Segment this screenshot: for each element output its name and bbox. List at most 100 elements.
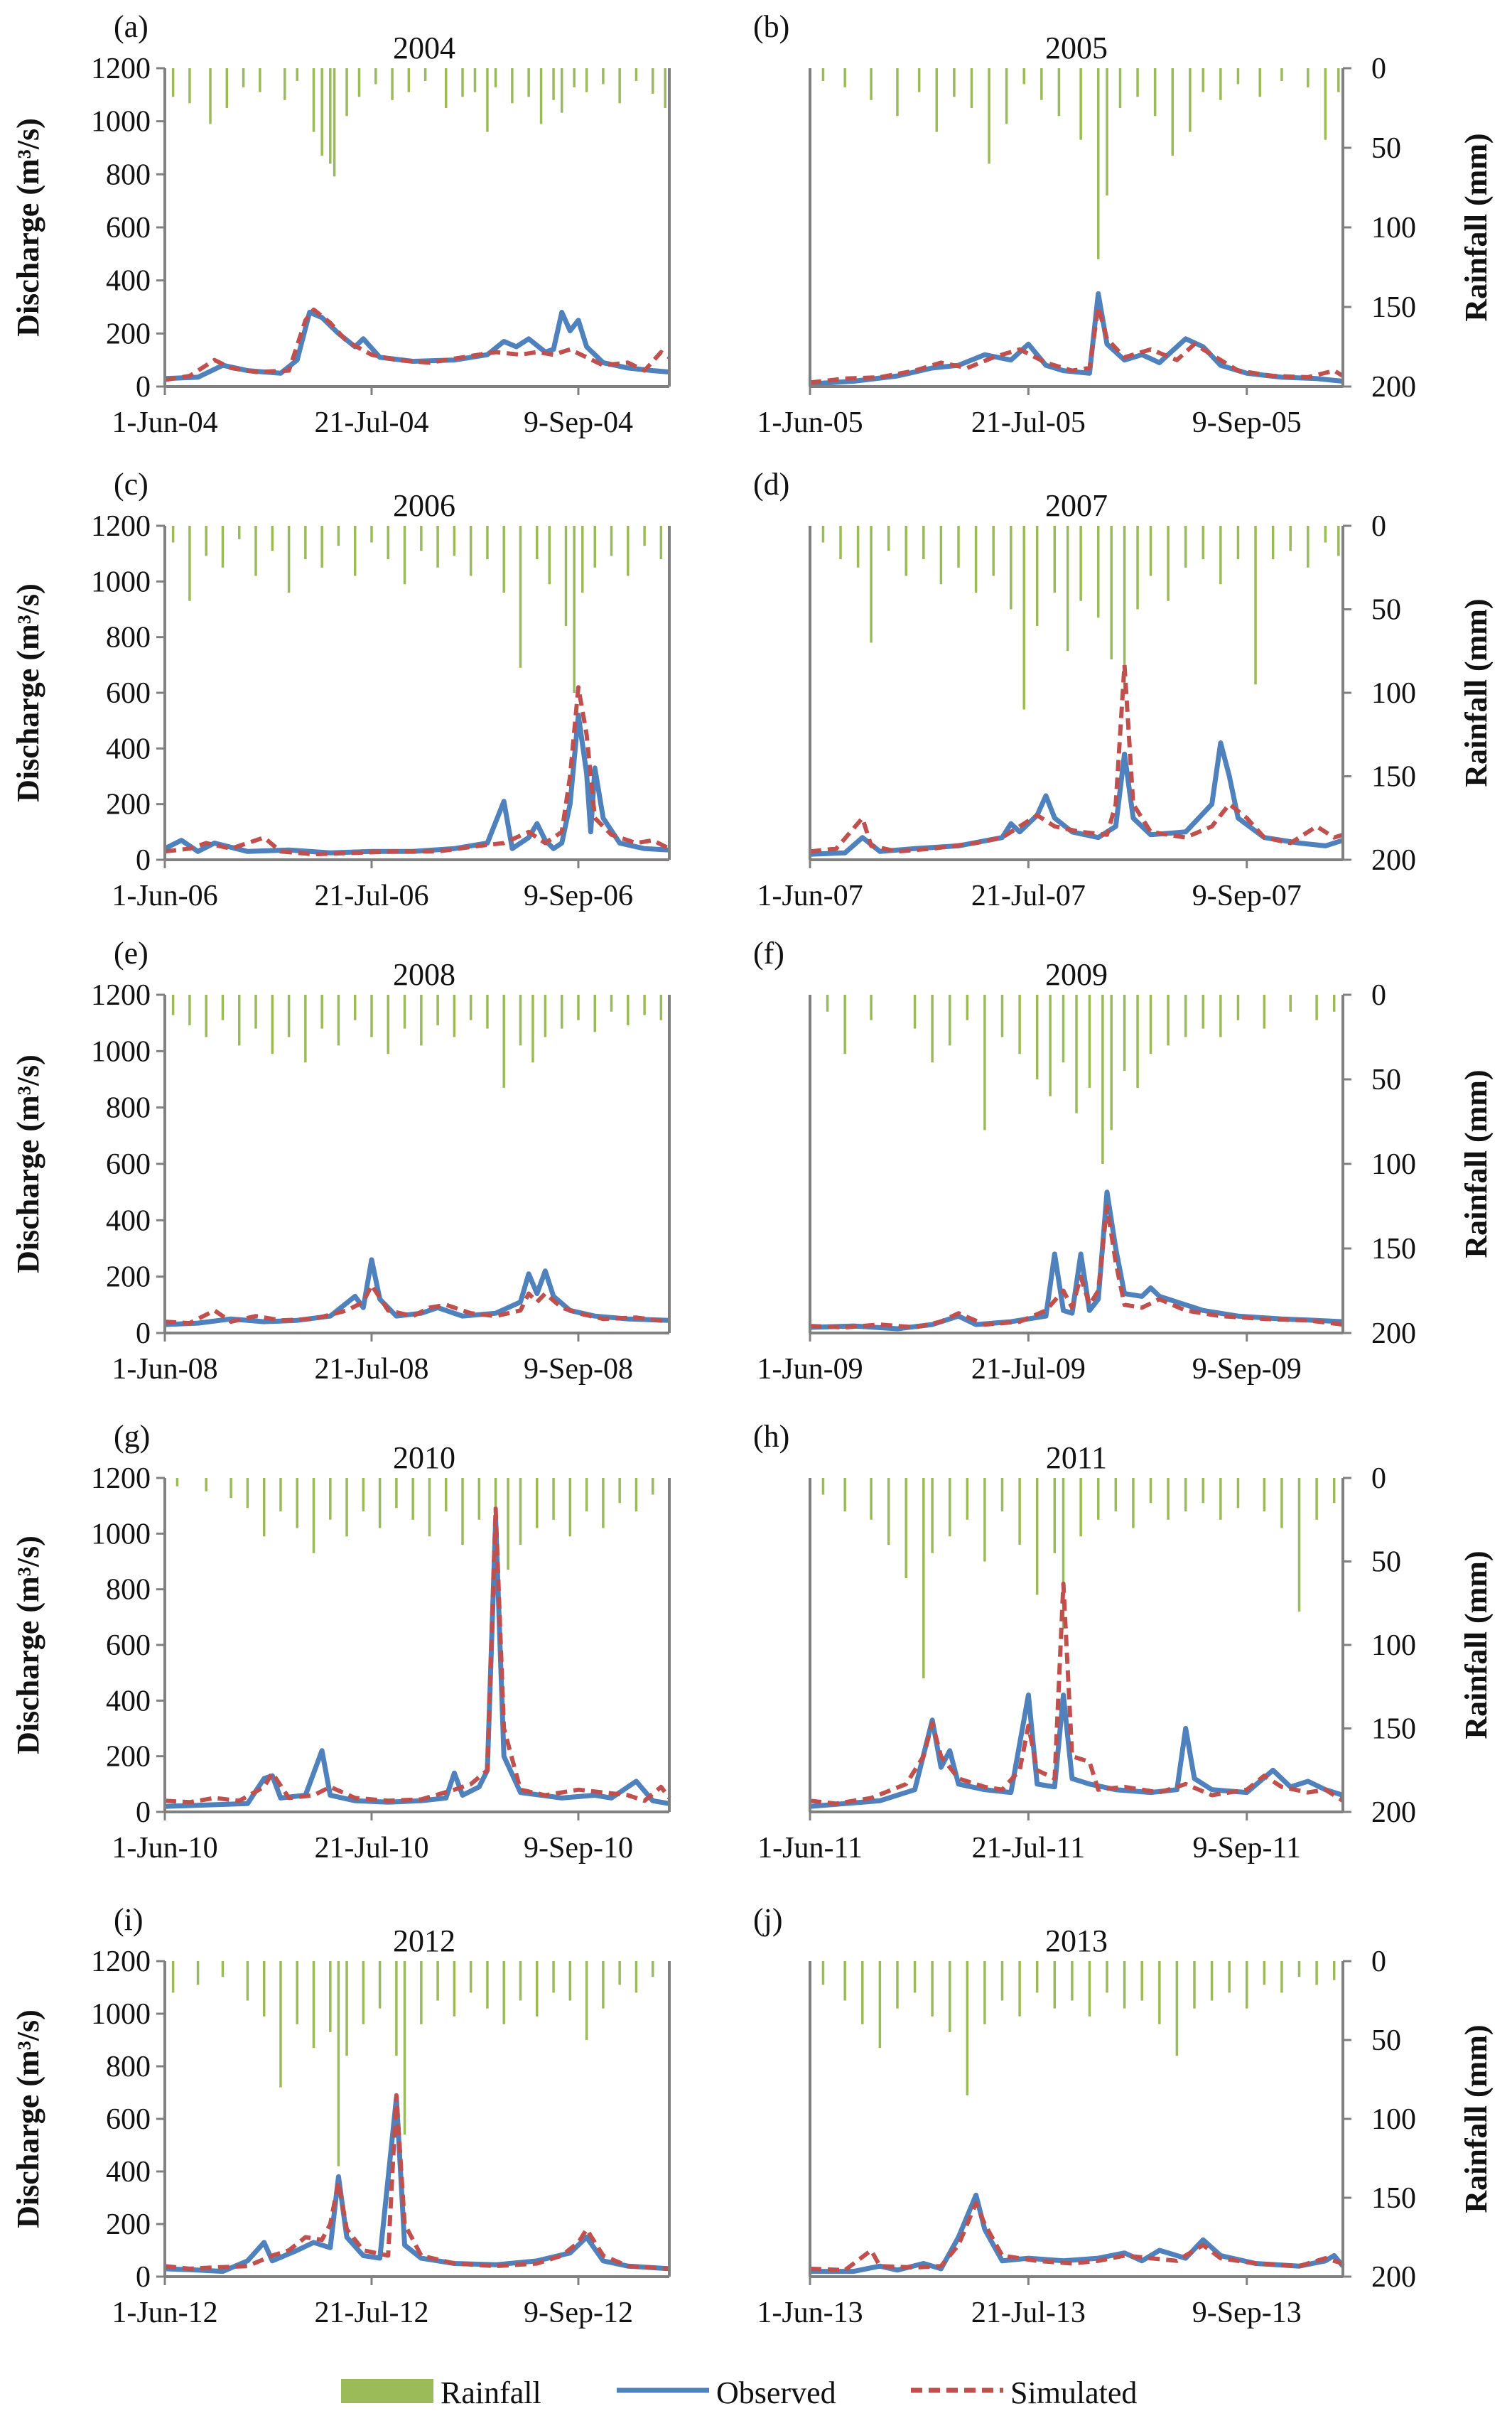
observed-line [164,1517,670,1809]
chart-title: 2013 [1045,1923,1108,1958]
chart-panel-2006: 0 200 400 600 800 1000 1200 Discharge (m³/s) 1-J… [11,467,671,912]
y-tick-label: 600 [106,677,151,710]
panel-label: (a) [114,9,148,44]
legend-label: Rainfall [441,2375,541,2410]
x-tick-label: 1-Jun-04 [112,406,217,439]
simulated-line [809,662,1344,854]
x-tick-label: 21-Jul-09 [971,1353,1086,1386]
y-axis-label-left: Discharge (m³/s) [11,2009,45,2228]
x-tick-label: 21-Jul-04 [314,406,428,439]
chart-title: 2009 [1045,957,1108,992]
y-tick-label-right: 100 [1371,2103,1416,2136]
chart-title: 2006 [393,488,455,523]
panel-label: (d) [753,467,789,502]
panel-label: (g) [114,1419,150,1454]
y-tick-label-right: 50 [1371,1064,1401,1096]
chart-title: 2004 [393,31,455,65]
y-tick-label: 200 [106,2208,151,2241]
x-tick-label: 9-Sep-05 [1192,406,1302,439]
y-tick-label: 200 [106,1741,151,1774]
y-tick-label-right: 50 [1371,594,1401,627]
panel-label: (h) [753,1419,789,1454]
y-tick-label: 1000 [91,1518,151,1550]
y-tick-label: 400 [106,265,151,298]
legend-label: Observed [716,2375,836,2410]
y-tick-label-right: 150 [1371,1713,1416,1746]
y-tick-label-right: 100 [1371,212,1416,244]
legend-item-simulated: Simulated [911,2375,1137,2410]
y-axis-label-right: Rainfall (mm) [1459,598,1494,787]
y-tick-label: 1000 [91,566,151,598]
y-tick-label: 600 [106,2103,151,2136]
x-tick-label: 21-Jul-11 [972,1832,1085,1865]
panel-label: (e) [114,936,148,971]
chart-panel-2005: 0 50 100 150 200 Rainfall (mm) 1-Jun-05 21-Jul-… [753,9,1494,439]
y-tick-label: 400 [106,733,151,765]
rainfall-bars [821,1961,1336,2095]
simulated-line [809,1204,1344,1330]
y-tick-label: 1000 [91,106,151,139]
x-tick-label: 9-Sep-10 [524,1832,633,1865]
legend-label: Simulated [1010,2375,1137,2410]
y-tick-label: 0 [136,1796,151,1829]
y-tick-label: 1200 [91,1462,151,1495]
x-tick-label: 9-Sep-12 [524,2297,633,2329]
chart-title: 2010 [393,1440,455,1475]
x-tick-label: 9-Sep-08 [524,1353,633,1386]
chart-title: 2008 [393,957,455,992]
simulated-line [164,307,671,382]
x-tick-label: 1-Jun-11 [757,1832,863,1865]
rainfall-bars [171,1961,654,2166]
y-axis-label-right: Rainfall (mm) [1459,133,1494,321]
y-tick-label-right: 150 [1371,2182,1416,2215]
chart-title: 2012 [393,1923,455,1958]
y-tick-label-right: 200 [1371,1796,1416,1829]
rainfall-bars [176,1478,654,1595]
chart-panel-2013: 0 50 100 150 200 Rainfall (mm) 1-Jun-13 21-Jul-… [753,1902,1494,2329]
y-tick-label: 400 [106,2156,151,2189]
simulated-line [164,2093,670,2271]
y-axis-label-left: Discharge (m³/s) [11,1054,45,1273]
rainfall-bars [821,526,1340,710]
y-tick-label: 0 [136,371,151,404]
x-tick-label: 9-Sep-11 [1193,1832,1301,1865]
x-tick-label: 1-Jun-05 [757,406,863,439]
rainfall-bars [821,68,1340,259]
x-tick-label: 1-Jun-07 [757,880,863,912]
y-tick-label-right: 0 [1371,510,1386,543]
observed-line [164,310,670,382]
y-tick-label: 800 [106,622,151,654]
y-tick-label: 800 [106,158,151,191]
y-tick-label-right: 100 [1371,1148,1416,1181]
rainfall-bars [171,995,663,1088]
chart-panel-2004: 0 200 400 600 800 1000 1200 Discharge (m³/s) 1-J… [11,9,671,439]
y-axis-label-left: Discharge (m³/s) [11,1536,45,1754]
y-axis-label-right: Rainfall (mm) [1459,1069,1494,1258]
legend: Rainfall Observed Simulated [341,2375,1137,2410]
chart-title: 2005 [1045,31,1108,65]
x-tick-label: 9-Sep-07 [1192,880,1302,912]
simulated-line [809,305,1344,385]
chart-panel-2011: 0 50 100 150 200 Rainfall (mm) 1-Jun-11 21-Jul-… [753,1419,1494,1865]
y-tick-label: 1000 [91,1998,151,2031]
y-tick-label-right: 0 [1371,1946,1386,1978]
observed-line [163,712,670,856]
x-tick-label: 21-Jul-12 [314,2297,428,2329]
y-tick-label-right: 200 [1371,2261,1416,2294]
observed-line [810,2192,1345,2274]
chart-title: 2007 [1045,488,1108,523]
y-tick-label-right: 200 [1371,371,1416,404]
y-tick-label: 600 [106,1148,151,1181]
x-tick-label: 9-Sep-13 [1192,2297,1302,2329]
panel-label: (i) [114,1902,144,1937]
x-tick-label: 21-Jul-10 [314,1832,428,1865]
x-tick-label: 1-Jun-10 [112,1832,217,1865]
chart-panel-2008: 0 200 400 600 800 1000 1200 Discharge (m³/s) 1-J… [11,936,671,1386]
chart-panel-2010: 0 200 400 600 800 1000 1200 Discharge (m³/s) 1-J… [11,1419,671,1865]
y-tick-label: 0 [136,1317,151,1350]
y-tick-label: 400 [106,1204,151,1237]
legend-rainfall-swatch [341,2379,433,2403]
y-tick-label: 800 [106,1574,151,1607]
y-tick-label: 1200 [91,53,151,85]
y-tick-label: 200 [106,318,151,350]
